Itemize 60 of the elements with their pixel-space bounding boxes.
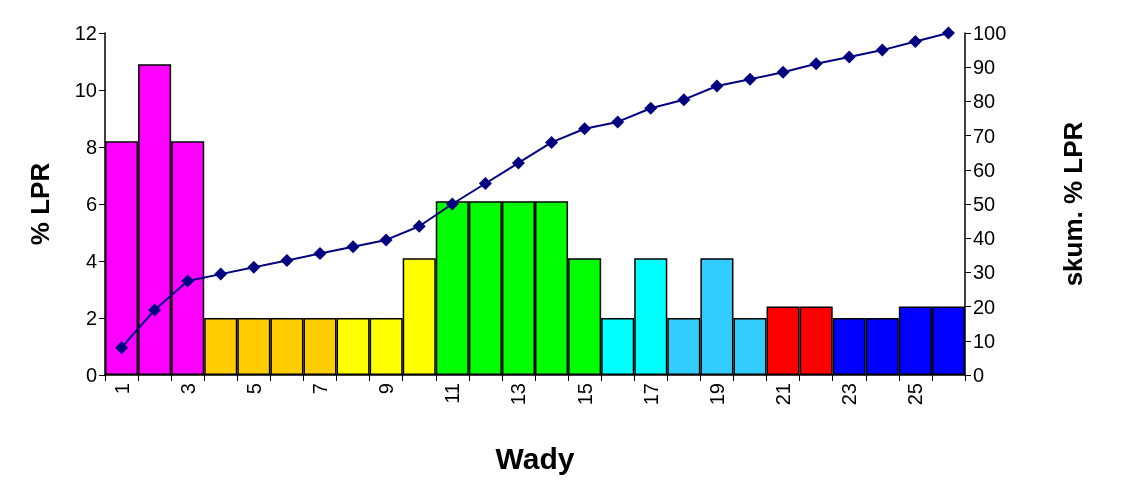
point	[313, 247, 327, 261]
x-tick-label: 21	[772, 383, 795, 406]
point	[842, 50, 856, 64]
y2-tick-label: 70	[973, 124, 996, 147]
point	[809, 57, 823, 71]
y-tick-label: 0	[85, 364, 97, 386]
x-tick-label: 9	[375, 383, 398, 395]
point	[941, 26, 955, 40]
y2-tick-label: 30	[973, 261, 996, 284]
point	[379, 233, 393, 247]
point	[644, 101, 658, 115]
x-tick-label: 1	[110, 383, 133, 395]
x-tick-label: 23	[838, 383, 861, 406]
y2-tick-label: 0	[973, 364, 985, 386]
x-tick-label: 5	[242, 383, 265, 395]
point	[545, 135, 559, 149]
x-tick-label: 17	[639, 383, 662, 406]
point	[181, 274, 195, 288]
point	[280, 253, 294, 267]
x-tick-label: 13	[507, 383, 530, 406]
y2-tick-label: 90	[973, 56, 996, 79]
y2-tick-label: 100	[973, 22, 1007, 44]
x-tick-label: 3	[176, 383, 199, 395]
y-tick-label: 10	[74, 79, 97, 101]
y-tick-label: 2	[85, 307, 97, 329]
point	[478, 176, 492, 190]
x-tick-label: 11	[441, 383, 464, 404]
y2-tick-label: 40	[973, 227, 996, 250]
point	[908, 35, 922, 49]
point	[578, 122, 592, 136]
point	[743, 72, 757, 86]
x-tick-label: 7	[309, 383, 331, 395]
point	[677, 93, 691, 107]
x-tick-label: 25	[904, 383, 927, 406]
point	[412, 219, 426, 233]
y2-tick-label: 60	[973, 158, 996, 181]
y-tick-label: 6	[85, 193, 97, 215]
x-axis-title: Wady	[495, 441, 575, 475]
y2-tick-label: 80	[973, 90, 996, 113]
point	[214, 267, 228, 281]
point	[247, 260, 261, 274]
point	[445, 197, 459, 211]
x-tick-label: 15	[573, 383, 596, 406]
y-tick-label: 8	[85, 136, 97, 158]
y-tick-label: 12	[74, 22, 97, 44]
y2-tick-label: 10	[973, 329, 996, 352]
point	[710, 79, 724, 93]
y2-tick-label: 50	[973, 193, 996, 215]
y-axis-title: % LPR	[25, 162, 55, 246]
point	[776, 65, 790, 79]
x-tick-label: 19	[705, 383, 728, 406]
point	[875, 43, 889, 57]
point	[148, 303, 162, 317]
point	[511, 156, 525, 170]
y-tick-label: 4	[85, 250, 97, 272]
point	[346, 240, 360, 254]
point	[611, 115, 625, 129]
y2-tick-label: 20	[973, 295, 996, 318]
point	[115, 341, 129, 355]
y2-axis-title: skum. % LPR	[1058, 121, 1088, 287]
